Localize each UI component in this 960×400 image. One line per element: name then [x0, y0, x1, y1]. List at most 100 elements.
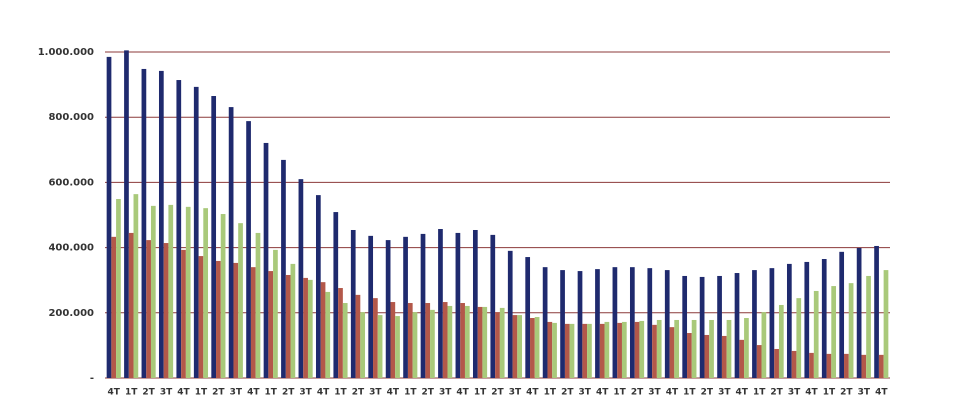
bar	[656, 319, 662, 378]
bar	[874, 245, 879, 378]
x-tick-label: 4T	[108, 388, 121, 398]
bar	[490, 234, 496, 378]
bar	[377, 315, 383, 378]
x-tick-label: 2T	[282, 388, 295, 398]
x-tick-label: 1T	[195, 388, 208, 398]
bar	[233, 262, 239, 378]
bar	[761, 312, 767, 378]
bar	[878, 354, 884, 378]
bar	[682, 275, 688, 378]
x-tick-label: 2T	[701, 388, 714, 398]
bar	[320, 282, 326, 378]
bar	[447, 305, 453, 378]
bar	[193, 86, 199, 378]
x-tick-label: 3T	[299, 388, 312, 398]
bar	[534, 317, 540, 378]
x-tick-label: 2T	[422, 388, 435, 398]
bar	[582, 323, 588, 378]
bar	[290, 263, 296, 378]
bar	[133, 194, 139, 378]
bar	[499, 307, 505, 378]
bar	[647, 268, 653, 378]
bar	[246, 121, 251, 378]
bar	[442, 302, 448, 378]
bar	[307, 279, 313, 378]
bar	[181, 249, 186, 378]
bar	[507, 250, 513, 378]
bar	[756, 345, 762, 378]
bar	[595, 269, 600, 378]
bar	[844, 353, 849, 378]
bar	[203, 208, 209, 378]
bar	[116, 199, 121, 378]
bar	[464, 305, 470, 378]
bar	[238, 223, 243, 378]
x-tick-label: 4T	[596, 388, 609, 398]
bar	[128, 232, 134, 378]
bar	[158, 70, 164, 379]
x-tick-label: 3T	[369, 388, 382, 398]
bar	[517, 315, 523, 378]
x-tick-label: 4T	[875, 388, 888, 398]
x-tick-label: 4T	[805, 388, 818, 398]
bar	[587, 323, 592, 378]
bar	[861, 354, 867, 378]
bar	[577, 271, 583, 378]
x-tick-label: 2T	[770, 388, 783, 398]
x-tick-label: 3T	[509, 388, 522, 398]
x-tick-label: 4T	[456, 388, 469, 398]
bar	[687, 333, 692, 378]
x-tick-label: 4T	[666, 388, 679, 398]
bar	[338, 288, 343, 378]
y-tick-label: 1.000.000	[38, 47, 94, 58]
x-tick-label: 2T	[352, 388, 365, 398]
bar	[263, 142, 269, 378]
bar	[220, 214, 226, 378]
bar	[769, 268, 775, 378]
bar	[691, 319, 697, 378]
bar	[856, 247, 862, 378]
x-tick-label: 1T	[125, 388, 138, 398]
bar	[744, 318, 749, 378]
bar	[176, 80, 182, 378]
x-tick-label: 3T	[858, 388, 871, 398]
bar	[809, 352, 814, 378]
y-tick-label: 200.000	[48, 308, 94, 319]
bar	[460, 303, 465, 378]
bar	[525, 257, 531, 378]
bar	[412, 312, 418, 378]
bar	[298, 179, 304, 378]
bar	[612, 267, 618, 378]
bar	[106, 56, 112, 378]
bar	[455, 232, 461, 378]
bar	[228, 107, 234, 379]
bar	[198, 256, 204, 378]
bar	[717, 275, 722, 378]
bar	[669, 327, 675, 378]
bar	[883, 270, 889, 378]
bar	[617, 322, 622, 378]
x-tick-label: 1T	[683, 388, 696, 398]
bar	[621, 321, 627, 378]
x-tick-label: 4T	[247, 388, 260, 398]
x-tick-label: 2T	[491, 388, 504, 398]
y-tick-label: 400.000	[48, 243, 94, 254]
bar	[315, 195, 321, 378]
bar	[420, 233, 426, 378]
x-tick-label: 4T	[736, 388, 749, 398]
bar	[639, 320, 645, 378]
bar	[699, 276, 705, 378]
bar	[560, 270, 565, 378]
x-tick-label: 1T	[544, 388, 557, 398]
x-tick-label: 4T	[177, 388, 190, 398]
bar	[804, 261, 810, 378]
bar	[250, 267, 256, 378]
bar	[438, 229, 443, 378]
x-tick-label: 1T	[334, 388, 347, 398]
bar	[786, 263, 792, 378]
bar	[477, 306, 483, 378]
bar	[373, 298, 378, 378]
bar	[403, 236, 408, 378]
bar	[385, 240, 391, 378]
